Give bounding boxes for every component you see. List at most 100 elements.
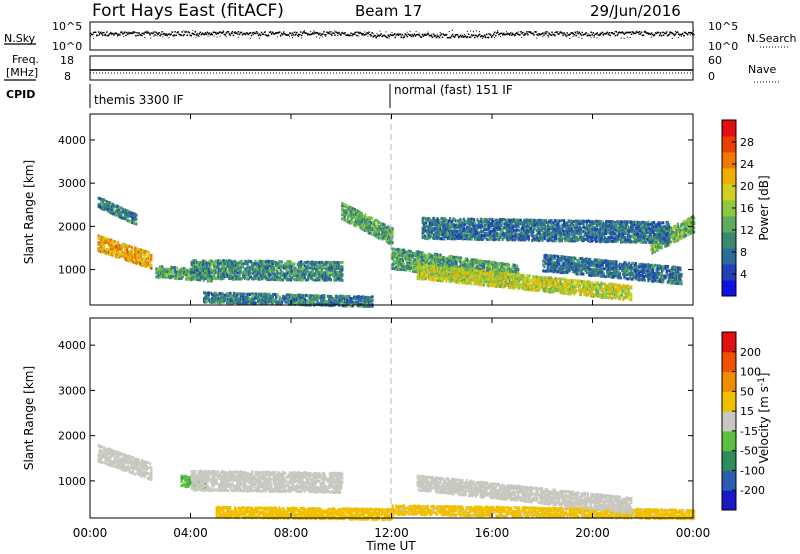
echo-cell (562, 277, 566, 281)
nsky-point (674, 33, 677, 35)
echo-cell (424, 265, 427, 269)
echo-cell (406, 250, 409, 254)
echo-cell (293, 302, 296, 306)
echo-cell (469, 270, 472, 274)
echo-cell (169, 276, 172, 280)
echo-cell (610, 286, 613, 290)
echo-cell (375, 231, 378, 235)
echo-cell (330, 260, 334, 264)
echo-cell (267, 273, 270, 277)
echo-cell (386, 236, 390, 240)
echo-cell (503, 271, 506, 275)
nsky-point (333, 32, 335, 35)
echo-cell (495, 269, 498, 273)
echo-cell (171, 266, 174, 270)
nsky-point (489, 34, 492, 36)
echo-cell (265, 271, 269, 275)
nsky-point (174, 31, 176, 33)
echo-cell (260, 269, 263, 273)
nsky-point (379, 34, 381, 37)
echo-cell (213, 261, 216, 265)
echo-cell (341, 300, 344, 304)
echo-cell (454, 259, 457, 263)
echo-cell (551, 290, 554, 294)
echo-cell (416, 267, 419, 271)
echo-cell (477, 269, 480, 273)
echo-cell (431, 276, 434, 280)
echo-cell (208, 272, 211, 276)
echo-cell (319, 272, 322, 276)
echo-cell (521, 281, 524, 285)
echo-cell (468, 274, 471, 278)
echo-cell (294, 268, 297, 272)
echo-cell (293, 270, 296, 274)
nsearch-point (593, 36, 595, 38)
echo-cell (561, 262, 564, 266)
echo-cell (481, 279, 484, 283)
nsky-tick-bottom: 10^0 (52, 40, 82, 53)
echo-cell (257, 275, 261, 279)
echo-cell (195, 260, 198, 264)
echo-cell (188, 277, 191, 281)
echo-cell (461, 264, 464, 268)
echo-cell (110, 243, 113, 247)
echo-cell (600, 286, 603, 290)
echo-cell (378, 228, 382, 232)
echo-cell (344, 213, 347, 217)
echo-cell (433, 252, 436, 256)
echo-cell (349, 207, 352, 211)
echo-cell (303, 295, 307, 299)
echo-cell (563, 289, 567, 293)
echo-cell (591, 281, 594, 285)
echo-cell (359, 211, 362, 215)
echo-cell (102, 207, 105, 211)
echo-cell (544, 253, 547, 257)
echo-cell (110, 205, 113, 209)
echo-cell (262, 262, 265, 266)
echo-cell (442, 275, 446, 279)
nsky-point (685, 32, 688, 35)
echo-cell (146, 250, 150, 254)
echo-cell (309, 266, 312, 270)
echo-cell (546, 258, 550, 262)
echo-cell (479, 275, 482, 279)
echo-cell (236, 266, 239, 270)
echo-cell (484, 261, 487, 265)
nsky-point (158, 32, 160, 34)
nsky-point (650, 32, 653, 34)
echo-cell (343, 218, 346, 222)
echo-cell (317, 265, 320, 269)
echo-cell (252, 265, 255, 269)
echo-cell (200, 266, 203, 270)
echo-cell (408, 265, 411, 269)
echo-cell (278, 262, 281, 266)
echo-cell (308, 296, 311, 300)
nsky-point (628, 31, 631, 34)
echo-cell (442, 260, 446, 264)
nsky-point (140, 34, 142, 36)
nsky-point (244, 33, 247, 36)
echo-cell (103, 241, 106, 245)
echo-cell (569, 290, 572, 294)
echo-cell (106, 203, 109, 207)
nsky-point (318, 33, 320, 36)
echo-cell (232, 291, 236, 295)
echo-cell (165, 269, 168, 273)
nsearch-point (249, 37, 251, 39)
echo-cell (291, 264, 294, 268)
echo-cell (603, 291, 607, 295)
echo-cell (497, 273, 500, 277)
echo-cell (106, 252, 109, 256)
echo-cell (391, 241, 394, 245)
echo-cell (438, 275, 441, 279)
echo-cell (474, 280, 478, 284)
echo-cell (193, 274, 197, 278)
nsky-point (370, 34, 372, 37)
echo-cell (230, 265, 233, 269)
echo-cell (385, 226, 388, 230)
echo-cell (259, 259, 262, 263)
echo-cell (449, 274, 452, 278)
echo-cell (311, 296, 315, 300)
nsky-point (671, 32, 674, 35)
echo-cell (259, 300, 262, 304)
